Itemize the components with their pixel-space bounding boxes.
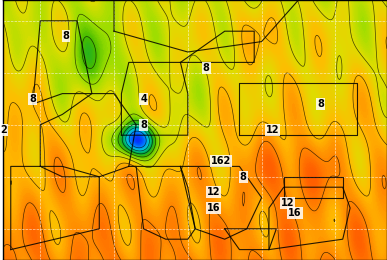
Text: 16: 16 [207, 203, 220, 213]
Text: 4: 4 [140, 94, 147, 104]
Text: 2: 2 [0, 125, 7, 135]
Text: 8: 8 [203, 63, 210, 73]
Text: 12: 12 [281, 198, 294, 208]
Text: 162: 162 [211, 156, 231, 166]
Text: 8: 8 [317, 99, 324, 109]
Text: 8: 8 [240, 172, 247, 182]
Text: 8: 8 [29, 94, 36, 104]
Text: 16: 16 [288, 208, 301, 218]
Text: 8: 8 [140, 120, 147, 130]
Text: 12: 12 [207, 187, 220, 197]
Text: 8: 8 [63, 31, 70, 41]
Text: 12: 12 [266, 125, 279, 135]
